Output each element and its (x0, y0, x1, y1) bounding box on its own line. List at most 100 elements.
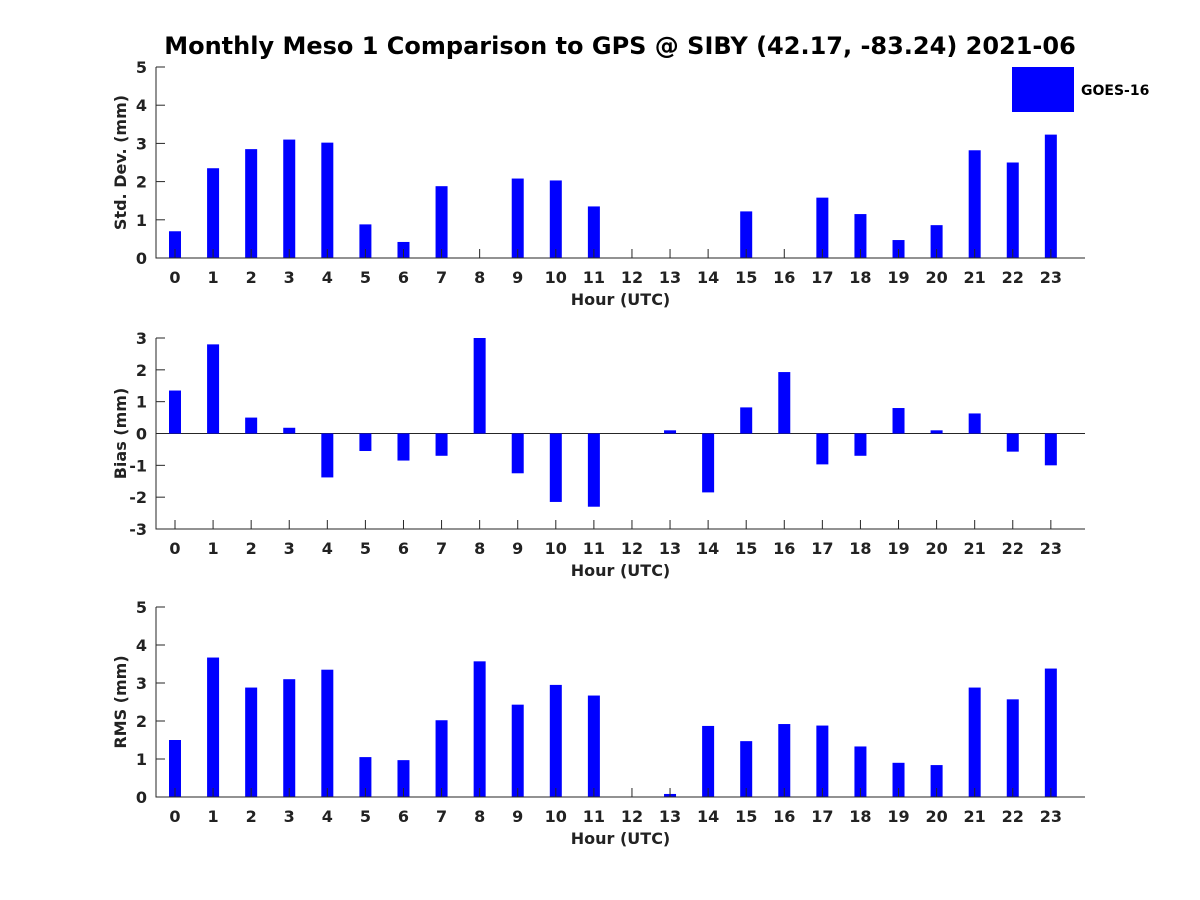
bias-bar-2 (245, 417, 258, 434)
std-dev-bar-15 (740, 211, 753, 258)
std-dev-bar-22 (1006, 162, 1019, 258)
bias-bar-23 (1044, 433, 1057, 466)
rms-bar-23 (1044, 668, 1057, 797)
rms-xtick-label-6: 6 (398, 807, 409, 826)
std-dev-bar-17 (816, 197, 829, 258)
bias-bar-14 (702, 433, 715, 493)
std-dev-xtick-label-15: 15 (735, 268, 757, 287)
bias-xtick-label-6: 6 (398, 539, 409, 558)
rms-bar-15 (740, 741, 753, 797)
std-dev-xtick-label-14: 14 (697, 268, 719, 287)
rms-xtick-label-22: 22 (1002, 807, 1024, 826)
std-dev-xtick-label-8: 8 (474, 268, 485, 287)
std-dev-panel: 0 1 2 3 4 5 6 7 8 9 10 11 12 13 14 15 16 17 18 19 20 21 22 2301… (111, 58, 1085, 309)
bias-xtick-label-23: 23 (1040, 539, 1062, 558)
rms-xtick-label-2: 2 (246, 807, 257, 826)
rms-xtick-label-18: 18 (849, 807, 871, 826)
std-dev-bar-11 (587, 206, 600, 258)
std-dev-bar-4 (321, 142, 334, 258)
rms-xtick-label-7: 7 (436, 807, 447, 826)
std-dev-bar-18 (854, 214, 867, 258)
std-dev-bar-23 (1044, 134, 1057, 258)
bias-xtick-label-11: 11 (583, 539, 605, 558)
rms-bar-11 (587, 695, 600, 797)
std-dev-xtick-label-11: 11 (583, 268, 605, 287)
rms-xtick-label-13: 13 (659, 807, 681, 826)
rms-xtick-label-0: 0 (169, 807, 180, 826)
rms-xtick-label-3: 3 (284, 807, 295, 826)
std-dev-xtick-label-9: 9 (512, 268, 523, 287)
rms-bar-3 (283, 679, 296, 797)
bias-bar-1 (207, 344, 220, 434)
std-dev-bar-0 (169, 231, 181, 258)
bias-bar-17 (816, 433, 829, 465)
bias-bar-19 (892, 408, 905, 434)
bias-bar-13 (664, 430, 677, 434)
bias-xtick-label-9: 9 (512, 539, 523, 558)
std-dev-xtick-label-21: 21 (964, 268, 986, 287)
std-dev-ytick-label-4: 4 (136, 96, 147, 115)
bias-bar-11 (587, 433, 600, 507)
rms-xtick-label-9: 9 (512, 807, 523, 826)
rms-xtick-label-17: 17 (811, 807, 833, 826)
bias-panel: 0 1 2 3 4 5 6 7 8 9 10 11 12 13 14 15 16 17 18 19 20 21 22 23-3… (111, 329, 1085, 580)
bias-ylabel: Bias (mm) (111, 388, 130, 480)
rms-bar-0 (169, 740, 181, 797)
std-dev-bar-10 (549, 180, 562, 258)
rms-xtick-label-12: 12 (621, 807, 643, 826)
bias-ytick-label--3: -3 (129, 520, 147, 539)
std-dev-bar-2 (245, 149, 258, 258)
bias-ytick-label--1: -1 (129, 456, 147, 475)
std-dev-xtick-label-22: 22 (1002, 268, 1024, 287)
std-dev-xtick-label-3: 3 (284, 268, 295, 287)
rms-ytick-label-2: 2 (136, 712, 147, 731)
std-dev-xtick-label-12: 12 (621, 268, 643, 287)
std-dev-xtick-label-19: 19 (887, 268, 909, 287)
bias-bar-21 (968, 413, 981, 434)
bias-bar-7 (435, 433, 448, 456)
rms-xtick-label-21: 21 (964, 807, 986, 826)
rms-bar-6 (397, 760, 410, 797)
std-dev-bar-7 (435, 186, 448, 258)
std-dev-xtick-label-5: 5 (360, 268, 371, 287)
rms-xtick-label-20: 20 (925, 807, 947, 826)
rms-xtick-label-8: 8 (474, 807, 485, 826)
rms-bar-17 (816, 725, 829, 797)
std-dev-bar-21 (968, 150, 981, 258)
bias-bar-8 (473, 338, 486, 434)
rms-panel: 0 1 2 3 4 5 6 7 8 9 10 11 12 13 14 15 16 17 18 19 20 21 22 2301… (111, 598, 1085, 848)
bias-xtick-label-0: 0 (169, 539, 180, 558)
bias-ytick-label-0: 0 (136, 425, 147, 444)
rms-bar-21 (968, 687, 981, 797)
rms-bar-4 (321, 669, 334, 797)
std-dev-ylabel: Std. Dev. (mm) (111, 95, 130, 230)
bias-bar-16 (778, 372, 791, 434)
bias-xtick-label-3: 3 (284, 539, 295, 558)
rms-bar-18 (854, 746, 867, 797)
rms-bar-16 (778, 724, 791, 797)
rms-xtick-label-14: 14 (697, 807, 719, 826)
std-dev-ytick-label-3: 3 (136, 134, 147, 153)
std-dev-xtick-label-4: 4 (322, 268, 333, 287)
bias-xtick-label-1: 1 (208, 539, 219, 558)
bias-xtick-label-17: 17 (811, 539, 833, 558)
bias-xlabel: Hour (UTC) (571, 561, 671, 580)
bias-xtick-label-19: 19 (887, 539, 909, 558)
bias-xtick-label-7: 7 (436, 539, 447, 558)
std-dev-xtick-label-16: 16 (773, 268, 795, 287)
bias-xtick-label-20: 20 (925, 539, 947, 558)
rms-axes (155, 607, 1085, 798)
bias-ytick-label-2: 2 (136, 361, 147, 380)
rms-bar-10 (549, 684, 562, 797)
bias-xtick-label-5: 5 (360, 539, 371, 558)
rms-bar-7 (435, 720, 448, 797)
bias-xtick-label-8: 8 (474, 539, 485, 558)
std-dev-xtick-label-1: 1 (208, 268, 219, 287)
rms-xtick-label-23: 23 (1040, 807, 1062, 826)
bias-bar-10 (549, 433, 562, 502)
rms-bar-8 (473, 661, 486, 797)
std-dev-xtick-label-20: 20 (925, 268, 947, 287)
bias-bar-20 (930, 430, 943, 434)
rms-ytick-label-3: 3 (136, 674, 147, 693)
bias-bar-18 (854, 433, 867, 456)
